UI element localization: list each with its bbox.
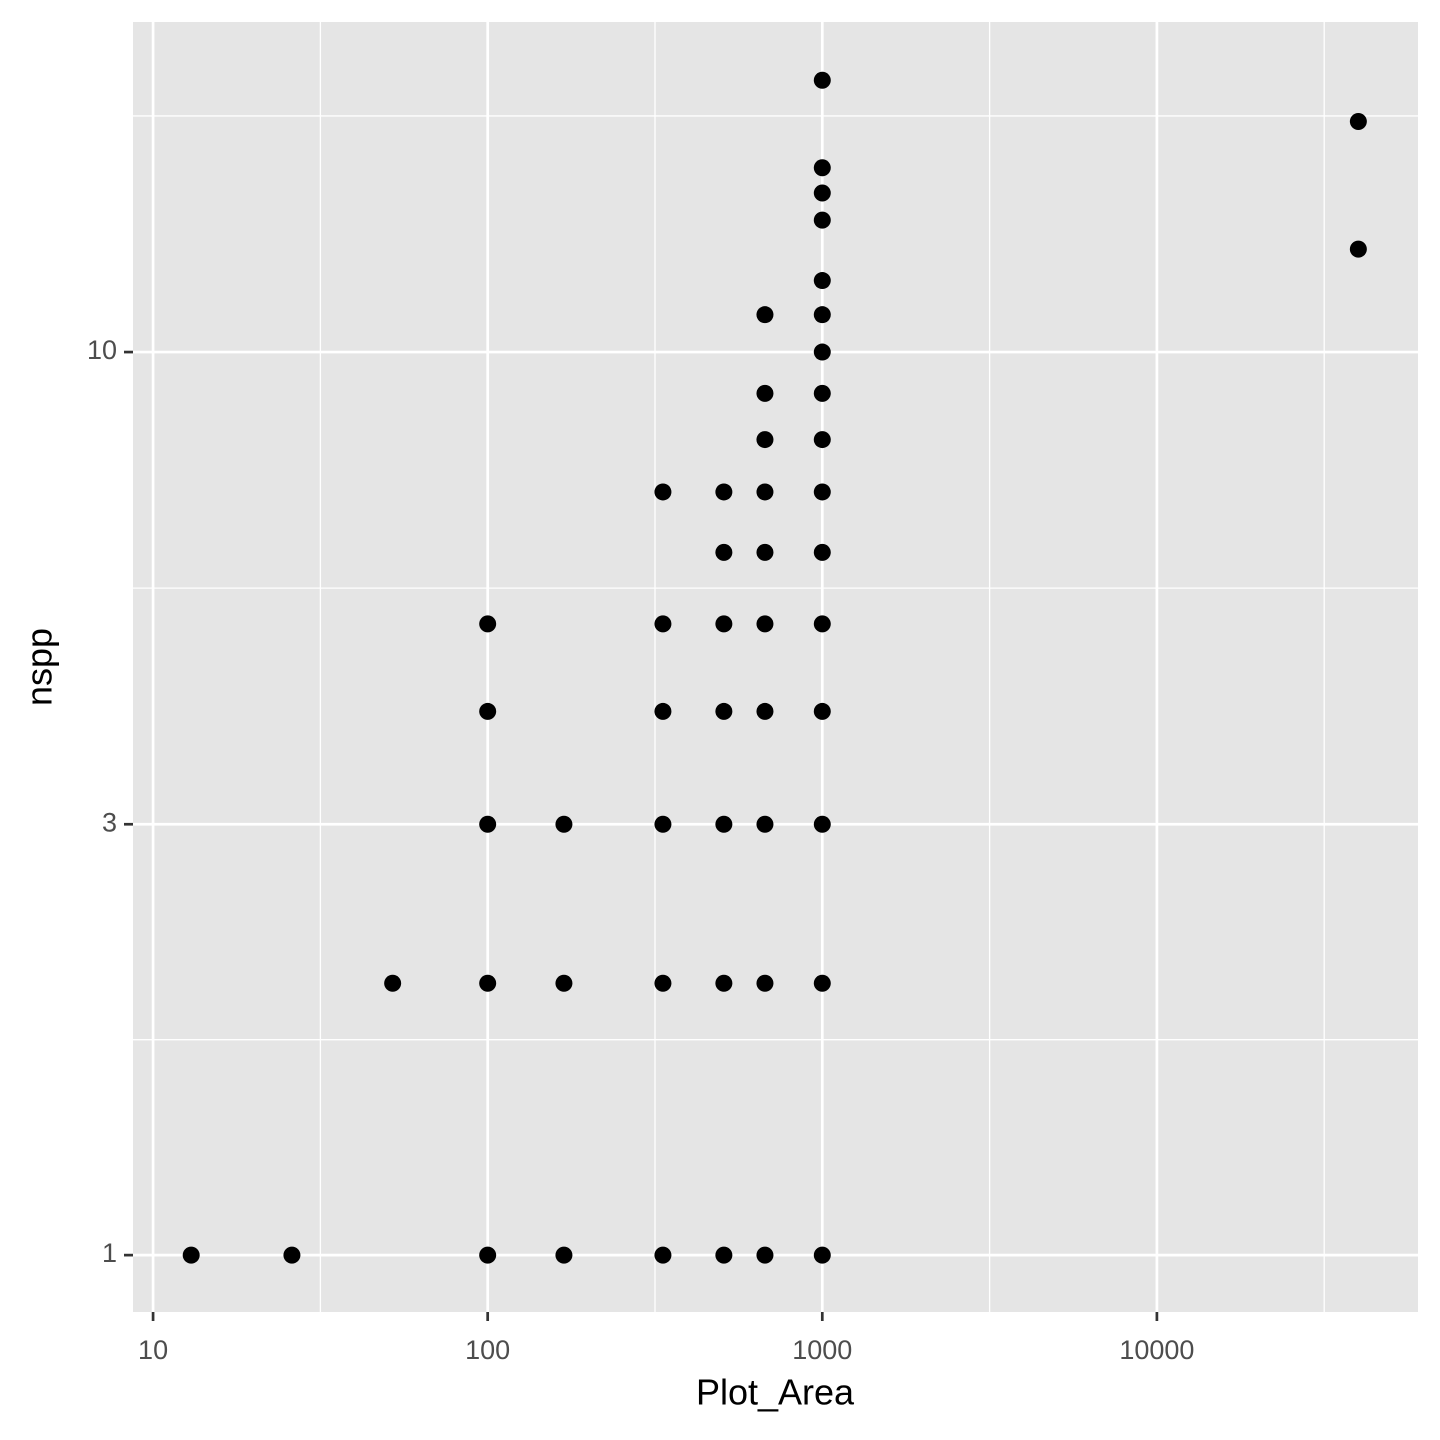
point: [756, 615, 774, 633]
point: [813, 343, 831, 361]
point: [715, 702, 733, 720]
point: [813, 1246, 831, 1264]
point: [1349, 240, 1367, 258]
point: [715, 543, 733, 561]
point: [715, 615, 733, 633]
y-tick-label: 1: [102, 1238, 117, 1268]
point: [756, 306, 774, 324]
point: [813, 71, 831, 89]
point: [479, 815, 497, 833]
point: [654, 815, 672, 833]
point: [654, 483, 672, 501]
point: [813, 211, 831, 229]
x-tick-label: 100: [465, 1335, 510, 1365]
point: [813, 159, 831, 177]
point: [654, 702, 672, 720]
point: [813, 815, 831, 833]
x-tick-label: 10: [138, 1335, 168, 1365]
point: [756, 1246, 774, 1264]
x-tick-label: 1000: [792, 1335, 852, 1365]
point: [813, 431, 831, 449]
panel: [133, 22, 1418, 1312]
point: [555, 974, 573, 992]
point: [555, 1246, 573, 1264]
point: [479, 1246, 497, 1264]
point: [813, 543, 831, 561]
x-tick-label: 10000: [1119, 1335, 1194, 1365]
point: [283, 1246, 301, 1264]
point: [479, 615, 497, 633]
y-tick-label: 3: [102, 807, 117, 837]
point: [813, 272, 831, 290]
point: [813, 974, 831, 992]
point: [715, 483, 733, 501]
point: [813, 384, 831, 402]
point: [756, 815, 774, 833]
point: [756, 384, 774, 402]
point: [756, 483, 774, 501]
point: [715, 815, 733, 833]
point: [813, 702, 831, 720]
point: [654, 615, 672, 633]
point: [555, 815, 573, 833]
point: [756, 702, 774, 720]
point: [1349, 113, 1367, 131]
point: [654, 1246, 672, 1264]
point: [715, 974, 733, 992]
y-tick-label: 10: [87, 335, 117, 365]
point: [479, 974, 497, 992]
y-axis-title: nspp: [19, 628, 60, 706]
x-axis-title: Plot_Area: [696, 1372, 855, 1413]
point: [756, 974, 774, 992]
point: [756, 431, 774, 449]
point: [756, 543, 774, 561]
point: [182, 1246, 200, 1264]
point: [813, 306, 831, 324]
point: [813, 483, 831, 501]
point: [384, 974, 402, 992]
point: [813, 184, 831, 202]
point: [479, 702, 497, 720]
point: [654, 974, 672, 992]
point: [715, 1246, 733, 1264]
point: [813, 615, 831, 633]
